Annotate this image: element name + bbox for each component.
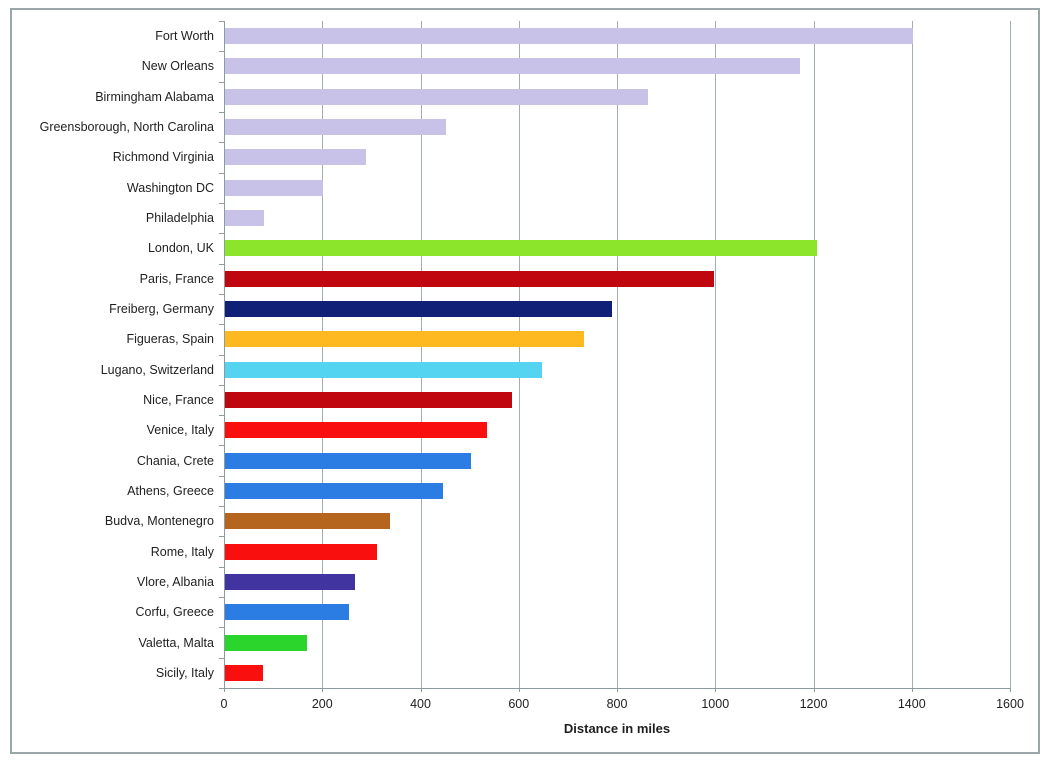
y-axis-tick xyxy=(219,688,224,689)
y-axis-tick xyxy=(219,385,224,386)
gridline xyxy=(617,21,618,688)
y-axis-tick xyxy=(219,82,224,83)
x-tick-label: 0 xyxy=(220,697,228,711)
category-label: Corfu, Greece xyxy=(135,605,214,619)
gridline xyxy=(420,21,422,688)
y-axis-tick xyxy=(219,355,224,356)
bar xyxy=(225,604,349,620)
bar xyxy=(225,392,512,408)
y-axis-tick xyxy=(219,567,224,568)
gridline xyxy=(911,21,913,688)
x-axis-line xyxy=(224,688,1010,689)
category-label: Figueras, Spain xyxy=(126,332,214,346)
category-label: Rome, Italy xyxy=(150,545,214,559)
chart-frame-border xyxy=(10,8,1040,754)
y-axis-tick xyxy=(219,506,224,507)
category-label: Vlore, Albania xyxy=(136,575,214,589)
x-tick-label: 800 xyxy=(606,697,628,711)
x-tick-label: 200 xyxy=(311,697,333,711)
bar xyxy=(225,301,612,317)
y-axis-tick xyxy=(219,264,224,265)
bar xyxy=(225,210,264,226)
category-label: Lugano, Switzerland xyxy=(100,363,214,377)
bar xyxy=(225,119,446,135)
category-label: Venice, Italy xyxy=(146,423,214,437)
y-axis-tick xyxy=(219,324,224,325)
bar xyxy=(225,180,323,196)
x-axis-tick xyxy=(518,688,520,692)
bar xyxy=(225,513,390,529)
y-axis-tick xyxy=(219,203,224,204)
y-axis-tick xyxy=(219,51,224,52)
y-axis-tick xyxy=(219,627,224,628)
bar xyxy=(225,240,817,256)
category-label: London, UK xyxy=(147,241,214,255)
category-label: Philadelphia xyxy=(145,211,214,225)
bar xyxy=(225,271,714,287)
y-axis-tick xyxy=(219,112,224,113)
category-label: Budva, Montenegro xyxy=(104,514,214,528)
y-axis-tick xyxy=(219,658,224,659)
bar xyxy=(225,28,913,44)
gridline xyxy=(322,21,324,688)
category-label: Richmond Virginia xyxy=(112,150,214,164)
category-label: Greensborough, North Carolina xyxy=(39,120,214,134)
x-tick-label: 600 xyxy=(508,697,530,711)
x-axis-tick xyxy=(813,688,815,692)
y-axis-tick xyxy=(219,294,224,295)
x-tick-label: 1000 xyxy=(701,697,730,711)
y-axis-tick xyxy=(219,415,224,416)
y-axis-line xyxy=(224,21,225,688)
category-label: Birmingham Alabama xyxy=(95,90,214,104)
x-tick-label: 1200 xyxy=(799,697,828,711)
bar xyxy=(225,149,366,165)
bar xyxy=(225,362,542,378)
x-axis-tick xyxy=(420,688,422,692)
x-axis-tick xyxy=(224,688,225,692)
bar xyxy=(225,665,263,681)
gridline xyxy=(518,21,520,688)
x-axis-tick xyxy=(322,688,324,692)
y-axis-tick xyxy=(219,233,224,234)
y-axis-tick xyxy=(219,536,224,537)
bar xyxy=(225,331,584,347)
y-axis-tick xyxy=(219,173,224,174)
bar xyxy=(225,422,487,438)
x-axis-title: Distance in miles xyxy=(563,721,671,736)
category-label: Washington DC xyxy=(126,181,214,195)
bar xyxy=(225,89,648,105)
category-label: Sicily, Italy xyxy=(155,666,214,680)
y-axis-tick xyxy=(219,445,224,446)
x-axis-tick xyxy=(1010,688,1011,692)
y-axis-tick xyxy=(219,597,224,598)
bar xyxy=(225,453,471,469)
category-label: Freiberg, Germany xyxy=(109,302,214,316)
gridline xyxy=(1010,21,1011,688)
bar xyxy=(225,483,443,499)
bar xyxy=(225,544,377,560)
y-axis-tick xyxy=(219,476,224,477)
category-label: Chania, Crete xyxy=(136,454,214,468)
x-tick-label: 1600 xyxy=(996,697,1024,711)
x-tick-label: 1400 xyxy=(897,697,926,711)
category-label: Nice, France xyxy=(143,393,214,407)
category-label: Paris, France xyxy=(139,272,214,286)
x-tick-label: 400 xyxy=(410,697,431,711)
bar xyxy=(225,574,355,590)
y-axis-tick xyxy=(219,21,224,22)
category-label: New Orleans xyxy=(141,59,214,73)
x-axis-tick xyxy=(715,688,717,692)
gridline xyxy=(715,21,717,688)
category-label: Fort Worth xyxy=(155,29,214,43)
bar xyxy=(225,58,800,74)
category-label: Valetta, Malta xyxy=(138,636,214,650)
bar xyxy=(225,635,307,651)
y-axis-tick xyxy=(219,142,224,143)
x-axis-tick xyxy=(911,688,913,692)
category-label: Athens, Greece xyxy=(127,484,214,498)
gridline xyxy=(813,21,815,688)
x-axis-tick xyxy=(617,688,618,692)
